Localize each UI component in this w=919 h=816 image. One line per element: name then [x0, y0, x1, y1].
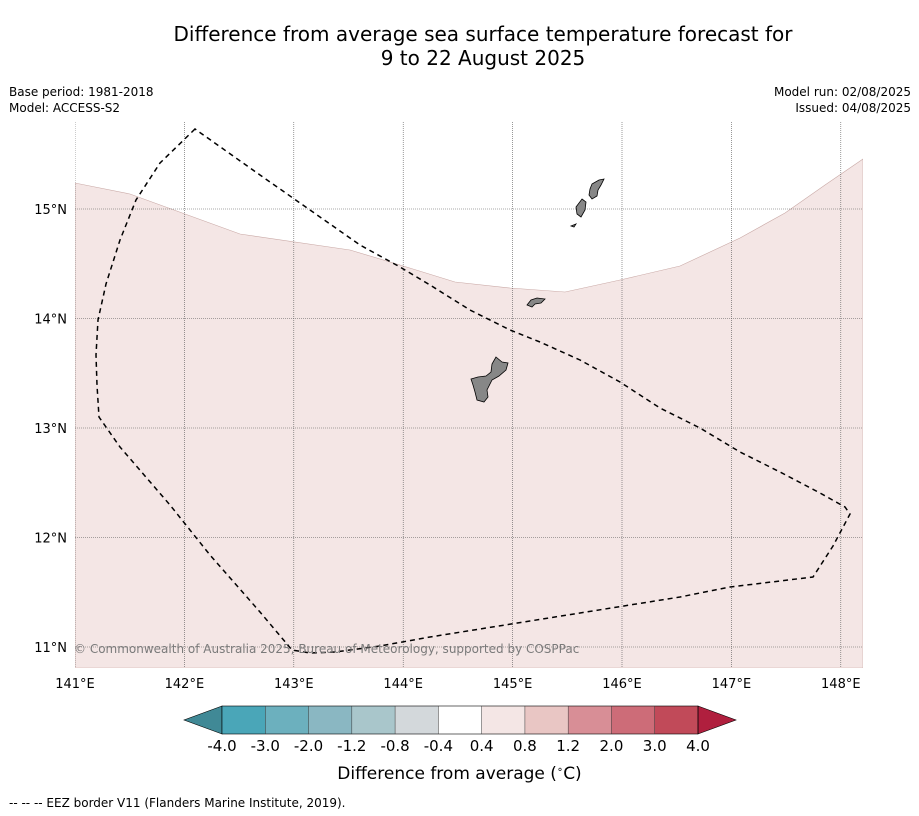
lon-tick-label: 143°E	[274, 677, 314, 692]
colorbar-over-triangle	[697, 705, 737, 735]
colorbar-tick-label: 1.2	[556, 737, 580, 755]
colorbar-under-triangle	[183, 705, 223, 735]
colorbar-segment	[222, 706, 266, 734]
meta-left: Base period: 1981-2018 Model: ACCESS-S2	[9, 84, 154, 116]
colorbar-tick-label: 4.0	[686, 737, 710, 755]
anomaly-region	[75, 158, 863, 668]
title-line-1: Difference from average sea surface temp…	[173, 22, 793, 46]
island-saipan	[588, 178, 605, 200]
lon-tick-label: 142°E	[165, 677, 205, 692]
issued-date: Issued: 04/08/2025	[795, 101, 911, 115]
lon-tick-label: 146°E	[602, 677, 642, 692]
colorbar: -4.0 -3.0 -2.0 -1.2 -0.8 -0.4 0.4 0.8 1.2 2.0 3.0 4…	[183, 705, 737, 755]
lon-tick-label: 147°E	[712, 677, 752, 692]
lon-tick-label: 144°E	[383, 677, 423, 692]
title-line-2: 9 to 22 August 2025	[380, 46, 586, 70]
colorbar-tick-label: -4.0	[207, 737, 236, 755]
colorbar-tick-label: 0.4	[470, 737, 494, 755]
lon-tick-label: 145°E	[493, 677, 533, 692]
lon-tick-label: 148°E	[821, 677, 861, 692]
colorbar-label: Difference from average (∘C)	[337, 764, 582, 784]
colorbar-tick-label: -3.0	[251, 737, 280, 755]
colorbar-tick-label: 2.0	[600, 737, 624, 755]
colorbar-segment	[351, 706, 396, 734]
colorbar-segment	[395, 706, 439, 734]
colorbar-tick-label: -0.4	[424, 737, 453, 755]
base-period: Base period: 1981-2018	[9, 85, 154, 99]
colorbar-segment	[438, 706, 482, 734]
meta-right: Model run: 02/08/2025 Issued: 04/08/2025	[774, 84, 911, 116]
colorbar-segment	[568, 706, 612, 734]
colorbar-tick-label: 0.8	[513, 737, 537, 755]
colorbar-outline	[221, 705, 699, 735]
copyright-text: © Commonwealth of Australia 2025, Bureau…	[74, 642, 579, 656]
colorbar-tick-label: -1.2	[337, 737, 366, 755]
chart-title: Difference from average sea surface temp…	[0, 22, 919, 70]
lat-tick-label: 11°N	[34, 641, 67, 656]
colorbar-segment	[308, 706, 352, 734]
island-tinian	[575, 198, 587, 218]
eez-footnote: -- -- -- EEZ border V11 (Flanders Marine…	[9, 796, 346, 810]
colorbar-segment	[481, 706, 525, 734]
colorbar-tick-label: -0.8	[380, 737, 409, 755]
eez-border	[95, 128, 851, 654]
model-run: Model run: 02/08/2025	[773, 85, 911, 99]
latitude-labels: 15°N 14°N 13°N 12°N 11°N	[34, 203, 67, 656]
colorbar-segment	[611, 706, 655, 734]
lat-tick-label: 14°N	[34, 313, 67, 328]
colorbar-tick-label: 3.0	[643, 737, 667, 755]
longitude-labels: 141°E 142°E 143°E 144°E 145°E 146°E 147°E 148°E	[55, 677, 860, 692]
island-aguijan	[569, 223, 578, 228]
colorbar-segment	[524, 706, 569, 734]
graticule	[75, 122, 863, 668]
colorbar-segment	[654, 706, 698, 734]
colorbar-tick-label: -2.0	[294, 737, 323, 755]
lat-tick-label: 12°N	[34, 532, 67, 547]
island-rota	[526, 297, 546, 308]
island-guam	[470, 356, 509, 403]
lat-tick-label: 13°N	[34, 422, 67, 437]
model-name: Model: ACCESS-S2	[9, 101, 121, 115]
lon-tick-label: 141°E	[55, 677, 95, 692]
colorbar-segment	[265, 706, 309, 734]
lat-tick-label: 15°N	[34, 203, 67, 218]
